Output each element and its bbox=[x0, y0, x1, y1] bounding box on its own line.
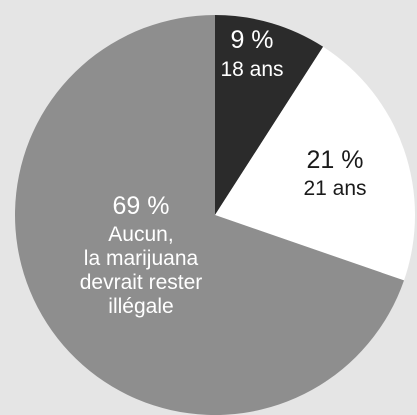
slice-label-3: 69 % Aucun, la marijuana devrait rester illé… bbox=[80, 192, 203, 318]
slice-description-line: illégale bbox=[108, 295, 173, 318]
pie-labels: 9 % 18 ans 21 % 21 ans 69 % Aucun, la marijuan… bbox=[80, 26, 367, 318]
pie-slice-1 bbox=[215, 14, 324, 215]
pie-slices bbox=[15, 14, 415, 415]
slice-percent-label: 9 % bbox=[230, 26, 273, 54]
slice-label-2: 21 % 21 ans bbox=[303, 146, 366, 200]
pie-slice-2 bbox=[215, 46, 415, 281]
slice-description-line: 21 ans bbox=[303, 177, 366, 200]
slice-label-1: 9 % 18 ans bbox=[220, 26, 283, 81]
slice-percent-label: 69 % bbox=[113, 192, 170, 220]
pie-slice-3 bbox=[15, 15, 404, 415]
slice-description-line: la marijuana bbox=[84, 247, 199, 270]
slice-percent-label: 21 % bbox=[307, 146, 364, 174]
slice-description-line: devrait rester bbox=[80, 271, 203, 294]
slice-description-line: Aucun, bbox=[108, 223, 173, 246]
slice-description-line: 18 ans bbox=[220, 58, 283, 81]
